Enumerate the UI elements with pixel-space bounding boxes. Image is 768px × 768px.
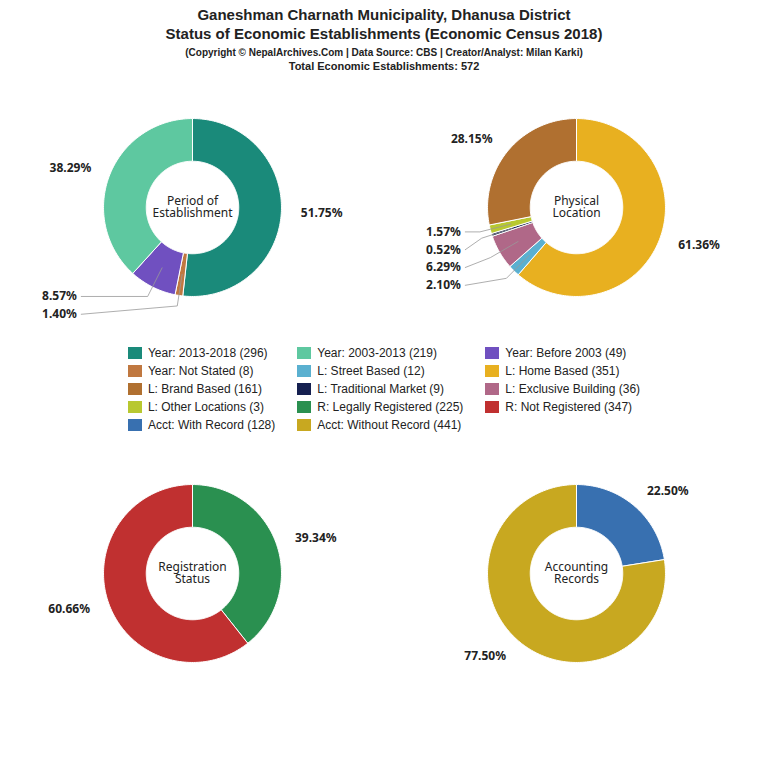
svg-text:22.50%: 22.50%: [647, 481, 689, 498]
html-text:R: Legally Registered (225): R: Legally Registered (225): [317, 399, 464, 414]
svg-text:PhysicalLocation: PhysicalLocation: [552, 192, 600, 221]
svg-text:60.66%: 60.66%: [48, 600, 90, 617]
html-text:Ganeshman Charnath Municipalit: Ganeshman Charnath Municipality, Dhanusa…: [165, 6, 603, 42]
svg-text:6.29%: 6.29%: [426, 258, 461, 275]
html-text:R: Not Registered (347): R: Not Registered (347): [505, 399, 633, 414]
svg-text:RegistrationStatus: RegistrationStatus: [158, 558, 226, 587]
html-text:(Copyright © NepalArchives.Com: (Copyright © NepalArchives.Com | Data So…: [185, 46, 583, 58]
html-text:L: Exclusive Building (36): L: Exclusive Building (36): [505, 381, 641, 396]
svg-text:1.57%: 1.57%: [426, 222, 461, 239]
svg-text:51.75%: 51.75%: [301, 204, 343, 221]
svg-text:0.52%: 0.52%: [426, 240, 461, 257]
html-text:Acct: With Record (128): Acct: With Record (128): [147, 417, 276, 432]
svg-text:8.57%: 8.57%: [42, 287, 77, 304]
html-text:Year: Not Stated (8): Year: Not Stated (8): [147, 363, 254, 378]
html-text:L: Traditional Market (9): L: Traditional Market (9): [317, 381, 444, 396]
svg-text:39.34%: 39.34%: [295, 528, 337, 545]
html-text:L: Brand Based (161): L: Brand Based (161): [147, 381, 262, 396]
html-text:Year: Before 2003 (49): Year: Before 2003 (49): [505, 345, 627, 360]
html-text:L: Home Based (351): L: Home Based (351): [505, 363, 620, 378]
svg-text:AccountingRecords: AccountingRecords: [545, 558, 609, 587]
html-text:Acct: Without Record (441): Acct: Without Record (441): [317, 417, 462, 432]
svg-text:1.40%: 1.40%: [42, 305, 77, 322]
html-text:Year: 2013-2018 (296): Year: 2013-2018 (296): [147, 345, 268, 360]
html-text:Total Economic Establishments:: Total Economic Establishments: 572: [288, 59, 480, 72]
html-text:L: Street Based (12): L: Street Based (12): [317, 363, 425, 378]
svg-text:77.50%: 77.50%: [464, 646, 506, 663]
html-text:Year: 2003-2013 (219): Year: 2003-2013 (219): [317, 345, 437, 360]
svg-text:2.10%: 2.10%: [426, 276, 461, 293]
svg-text:61.36%: 61.36%: [678, 236, 720, 253]
html-text:L: Other Locations (3): L: Other Locations (3): [147, 399, 264, 414]
svg-text:Period ofEstablishment: Period ofEstablishment: [153, 192, 234, 221]
svg-text:38.29%: 38.29%: [50, 159, 92, 176]
svg-text:28.15%: 28.15%: [451, 129, 493, 146]
